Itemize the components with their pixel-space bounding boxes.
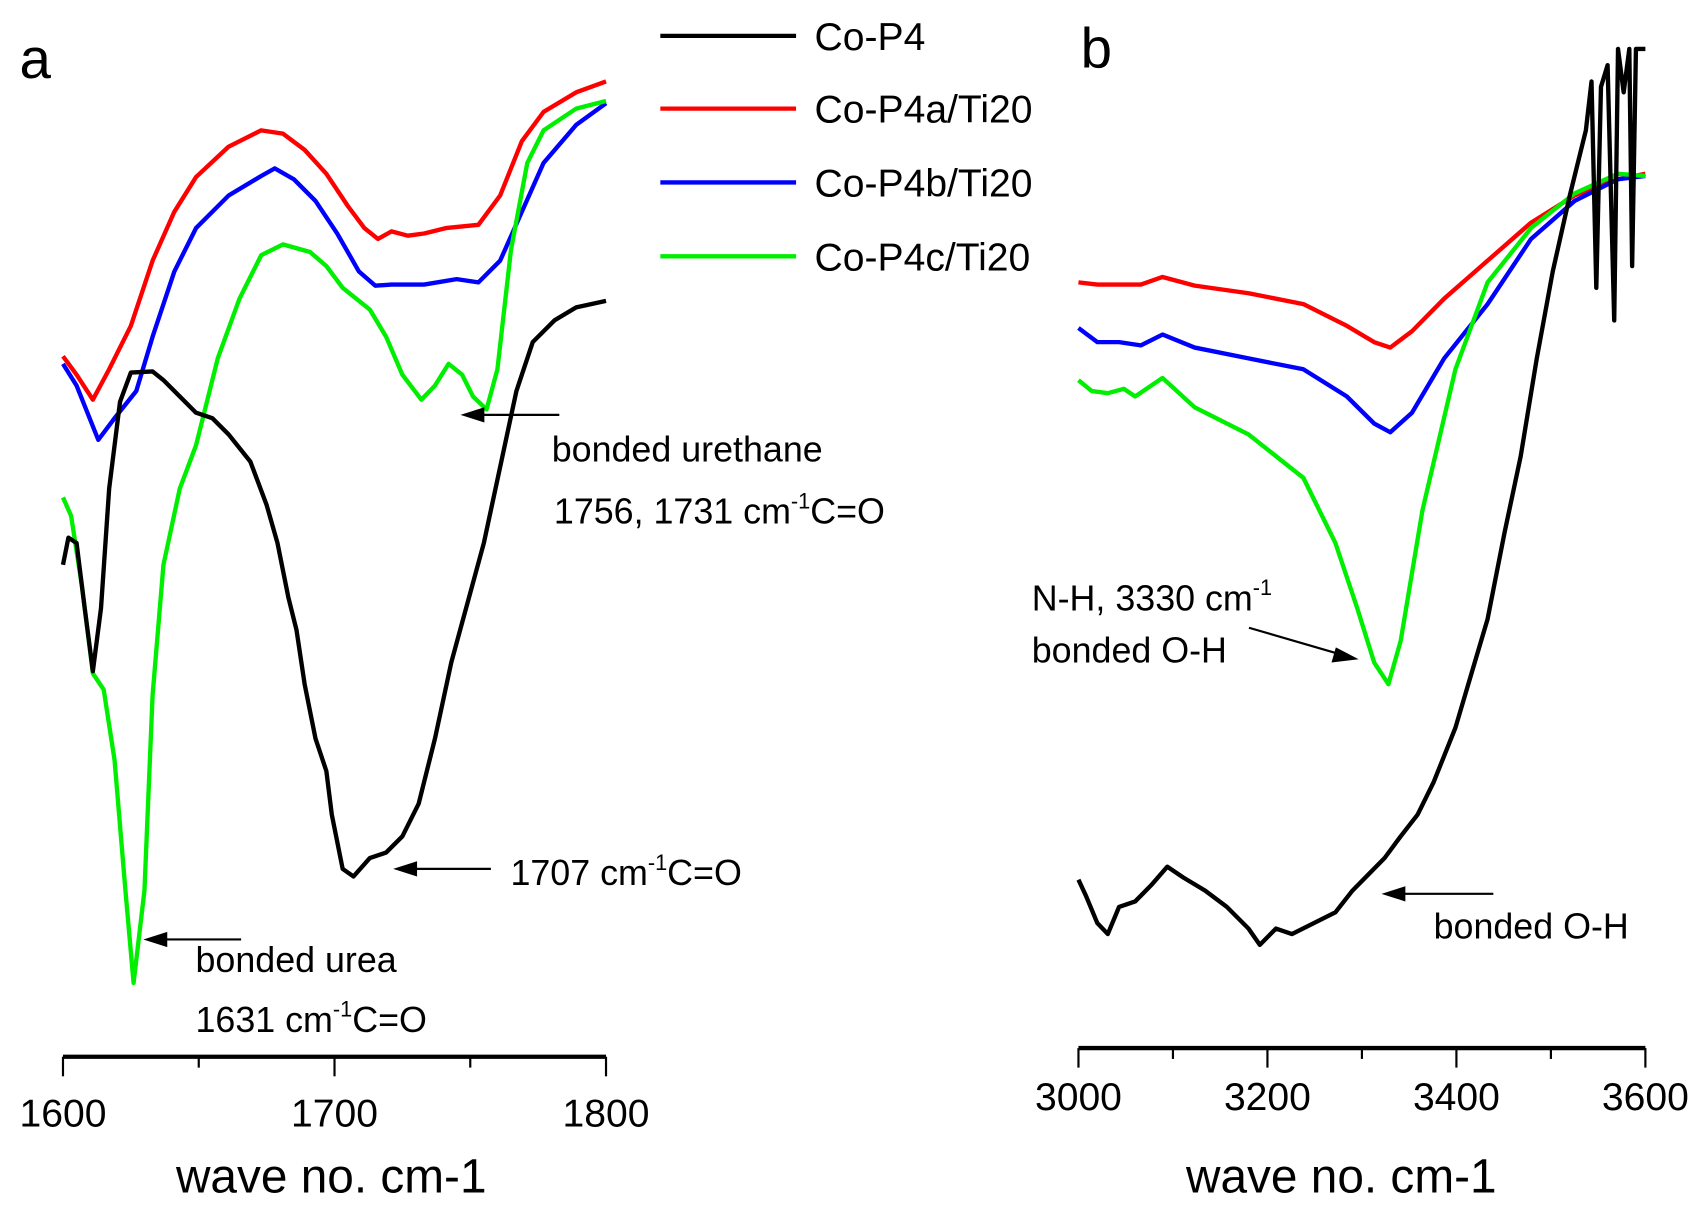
panel-a-series [60, 79, 608, 986]
arrowhead-icon [460, 407, 485, 423]
arrowhead-icon [1381, 886, 1406, 902]
panel-b-label: b [1081, 16, 1112, 79]
arrowhead-icon [1331, 647, 1359, 663]
annotation-line: 1707 cm-1C=O [510, 850, 741, 893]
panel-a: a 1600 1700 1800 wave no. cm-1 bonded ur… [20, 27, 885, 1203]
annotation-line: 1756, 1731 cm-1C=O [554, 488, 885, 531]
series-line-co-p4a-ti20 [1078, 171, 1646, 350]
panel-b-series [1076, 46, 1646, 948]
panel-b: b 3000 3200 3400 3600 wave no. cm-1 N-H,… [1032, 16, 1689, 1203]
x-tick-label: 3400 [1413, 1076, 1500, 1119]
legend: Co-P4 Co-P4a/Ti20 Co-P4b/Ti20 Co-P4c/Ti2… [660, 16, 1032, 279]
x-tick-label: 1700 [291, 1092, 378, 1135]
series-line-co-p4c-ti20 [61, 98, 607, 986]
series-line-co-p4b-ti20 [1077, 173, 1646, 435]
x-tick-label: 3000 [1035, 1076, 1122, 1119]
annotation-1707: 1707 cm-1C=O [393, 850, 742, 893]
annotation-line: bonded urethane [552, 430, 823, 470]
arrowhead-icon [143, 931, 168, 948]
annotation-line: bonded O-H [1434, 906, 1629, 946]
x-tick-label: 3200 [1224, 1076, 1311, 1119]
series-line-co-p4 [1076, 46, 1646, 948]
annotation-bonded-oh: bonded O-H [1381, 886, 1629, 946]
x-tick-label: 1600 [20, 1092, 107, 1135]
annotation-nh: N-H, 3330 cm-1 bonded O-H [1032, 575, 1359, 671]
panel-b-x-axis-title: wave no. cm-1 [1185, 1151, 1497, 1204]
panel-a-x-axis-title: wave no. cm-1 [175, 1151, 487, 1204]
x-tick-label: 1800 [563, 1092, 650, 1135]
series-line-co-p4a-ti20 [61, 79, 607, 402]
x-tick-label: 3600 [1602, 1076, 1689, 1119]
legend-label: Co-P4 [815, 16, 926, 59]
legend-label: Co-P4b/Ti20 [815, 163, 1033, 206]
legend-label: Co-P4c/Ti20 [815, 236, 1031, 279]
annotation-line: bonded O-H [1032, 631, 1227, 671]
panel-a-ticks [61, 1056, 608, 1077]
series-line-co-p4b-ti20 [61, 101, 608, 443]
legend-label: Co-P4a/Ti20 [815, 89, 1033, 132]
annotation-line: N-H, 3330 cm-1 [1032, 575, 1272, 618]
annotation-arrow [1248, 626, 1343, 656]
annotation-bonded-urea: bonded urea 1631 cm-1C=O [143, 931, 427, 1040]
annotation-bonded-urethane: bonded urethane 1756, 1731 cm-1C=O [460, 407, 885, 532]
annotation-line: 1631 cm-1C=O [195, 997, 426, 1040]
series-line-co-p4c-ti20 [1077, 171, 1646, 687]
annotation-line: bonded urea [195, 940, 396, 980]
series-line-co-p4 [60, 298, 607, 879]
panel-b-ticks [1077, 1048, 1647, 1068]
arrowhead-icon [393, 861, 418, 877]
panel-a-label: a [20, 27, 52, 90]
